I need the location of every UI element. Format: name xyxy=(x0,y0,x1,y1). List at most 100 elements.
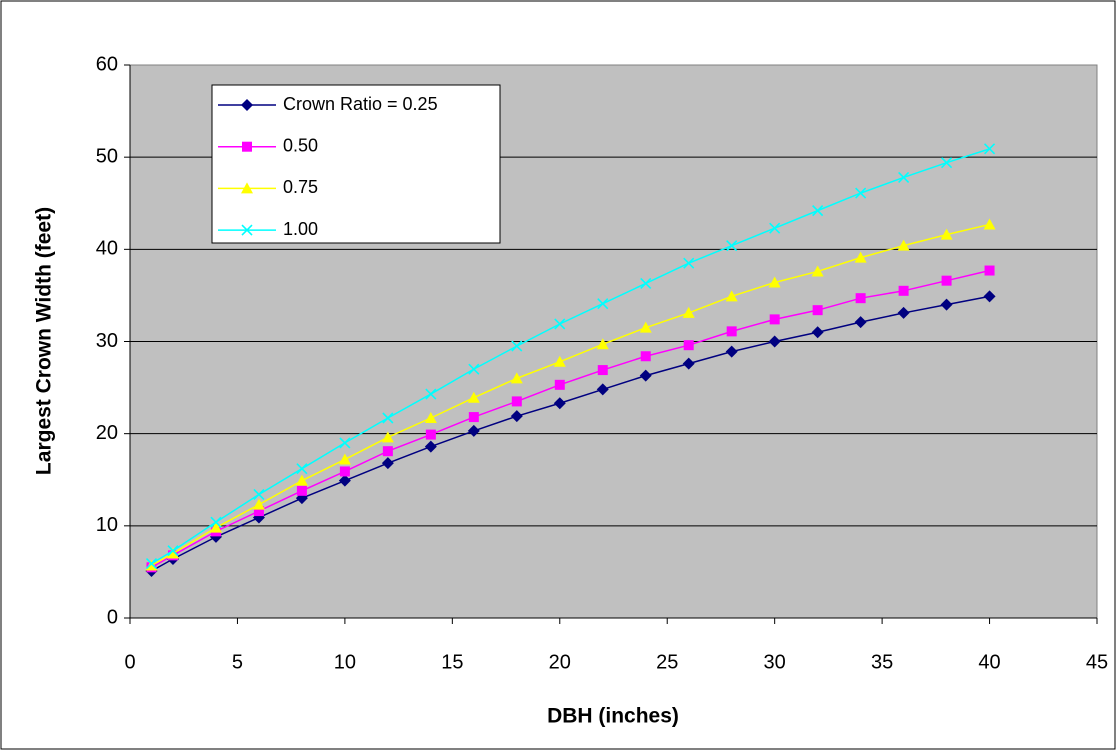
marker xyxy=(425,388,437,400)
marker xyxy=(252,498,265,510)
marker xyxy=(855,293,866,304)
marker xyxy=(296,485,307,496)
marker xyxy=(640,351,651,362)
x-tick-label: 35 xyxy=(871,651,893,673)
marker xyxy=(639,369,652,382)
marker xyxy=(682,357,695,370)
marker xyxy=(768,276,781,288)
marker xyxy=(811,265,824,277)
marker xyxy=(941,157,953,169)
legend-marker xyxy=(241,224,253,236)
marker xyxy=(769,314,780,325)
marker xyxy=(983,290,996,303)
marker xyxy=(511,340,523,352)
x-tick-label: 45 xyxy=(1086,651,1108,673)
marker xyxy=(683,257,695,269)
marker xyxy=(424,411,437,423)
marker xyxy=(210,516,222,528)
legend-label: 0.75 xyxy=(283,177,318,197)
marker xyxy=(510,410,523,423)
y-tick-label: 60 xyxy=(96,53,118,75)
marker xyxy=(145,558,158,570)
y-tick-label: 0 xyxy=(107,606,118,628)
marker xyxy=(424,440,437,453)
y-tick-label: 30 xyxy=(96,330,118,352)
marker xyxy=(553,397,566,410)
y-tick-label: 50 xyxy=(96,145,118,167)
marker xyxy=(897,239,910,251)
x-tick-label: 15 xyxy=(441,651,463,673)
marker xyxy=(983,143,996,155)
marker xyxy=(726,240,738,252)
marker xyxy=(597,298,609,310)
y-tick-label: 40 xyxy=(96,238,118,260)
marker xyxy=(812,305,823,316)
legend-box xyxy=(211,84,501,244)
marker xyxy=(166,547,179,559)
marker xyxy=(811,326,824,339)
marker xyxy=(338,474,351,487)
legend-label: 0.50 xyxy=(283,135,318,155)
marker xyxy=(596,338,609,350)
marker xyxy=(381,431,394,443)
marker xyxy=(768,335,781,348)
marker xyxy=(897,306,910,319)
x-tick-label: 25 xyxy=(656,651,678,673)
marker xyxy=(338,453,351,465)
legend-marker xyxy=(242,141,252,152)
marker xyxy=(339,437,351,449)
y-axis-title: Largest Crown Width (feet) xyxy=(33,207,56,475)
marker xyxy=(596,383,609,396)
marker xyxy=(425,429,436,440)
marker xyxy=(296,463,308,475)
marker xyxy=(984,265,995,276)
marker xyxy=(898,171,910,184)
x-tick-label: 5 xyxy=(232,651,243,673)
x-axis-title: DBH (inches) xyxy=(547,705,679,728)
marker xyxy=(511,396,522,407)
marker xyxy=(854,316,867,329)
marker xyxy=(639,321,652,333)
legend-marker xyxy=(241,99,253,111)
marker xyxy=(941,275,952,286)
marker xyxy=(854,251,867,263)
marker xyxy=(467,424,480,437)
marker xyxy=(382,446,393,457)
marker xyxy=(382,412,394,424)
marker xyxy=(725,290,738,302)
legend-marker xyxy=(241,182,253,194)
x-tick-label: 0 xyxy=(124,651,135,673)
marker xyxy=(940,228,953,240)
marker xyxy=(597,365,608,376)
marker xyxy=(554,379,565,390)
legend-label: Crown Ratio = 0.25 xyxy=(283,94,438,114)
marker xyxy=(553,355,566,367)
marker xyxy=(640,277,652,290)
marker xyxy=(725,345,738,358)
marker xyxy=(253,488,265,501)
marker xyxy=(898,285,909,296)
y-tick-label: 10 xyxy=(96,514,118,536)
marker xyxy=(253,506,264,517)
y-tick-label: 20 xyxy=(96,422,118,444)
x-tick-label: 30 xyxy=(764,651,786,673)
marker xyxy=(682,306,695,318)
x-tick-label: 40 xyxy=(978,651,1000,673)
marker xyxy=(983,218,996,230)
x-tick-label: 20 xyxy=(549,651,571,673)
marker xyxy=(769,222,781,234)
marker xyxy=(339,466,350,477)
marker xyxy=(468,412,479,423)
marker xyxy=(726,326,737,337)
marker xyxy=(295,474,308,486)
marker xyxy=(467,391,480,403)
marker xyxy=(167,545,179,557)
marker xyxy=(855,187,867,199)
marker xyxy=(209,521,222,533)
legend-label: 1.00 xyxy=(283,219,318,239)
marker xyxy=(381,457,394,470)
marker xyxy=(940,298,953,311)
marker xyxy=(510,372,523,384)
